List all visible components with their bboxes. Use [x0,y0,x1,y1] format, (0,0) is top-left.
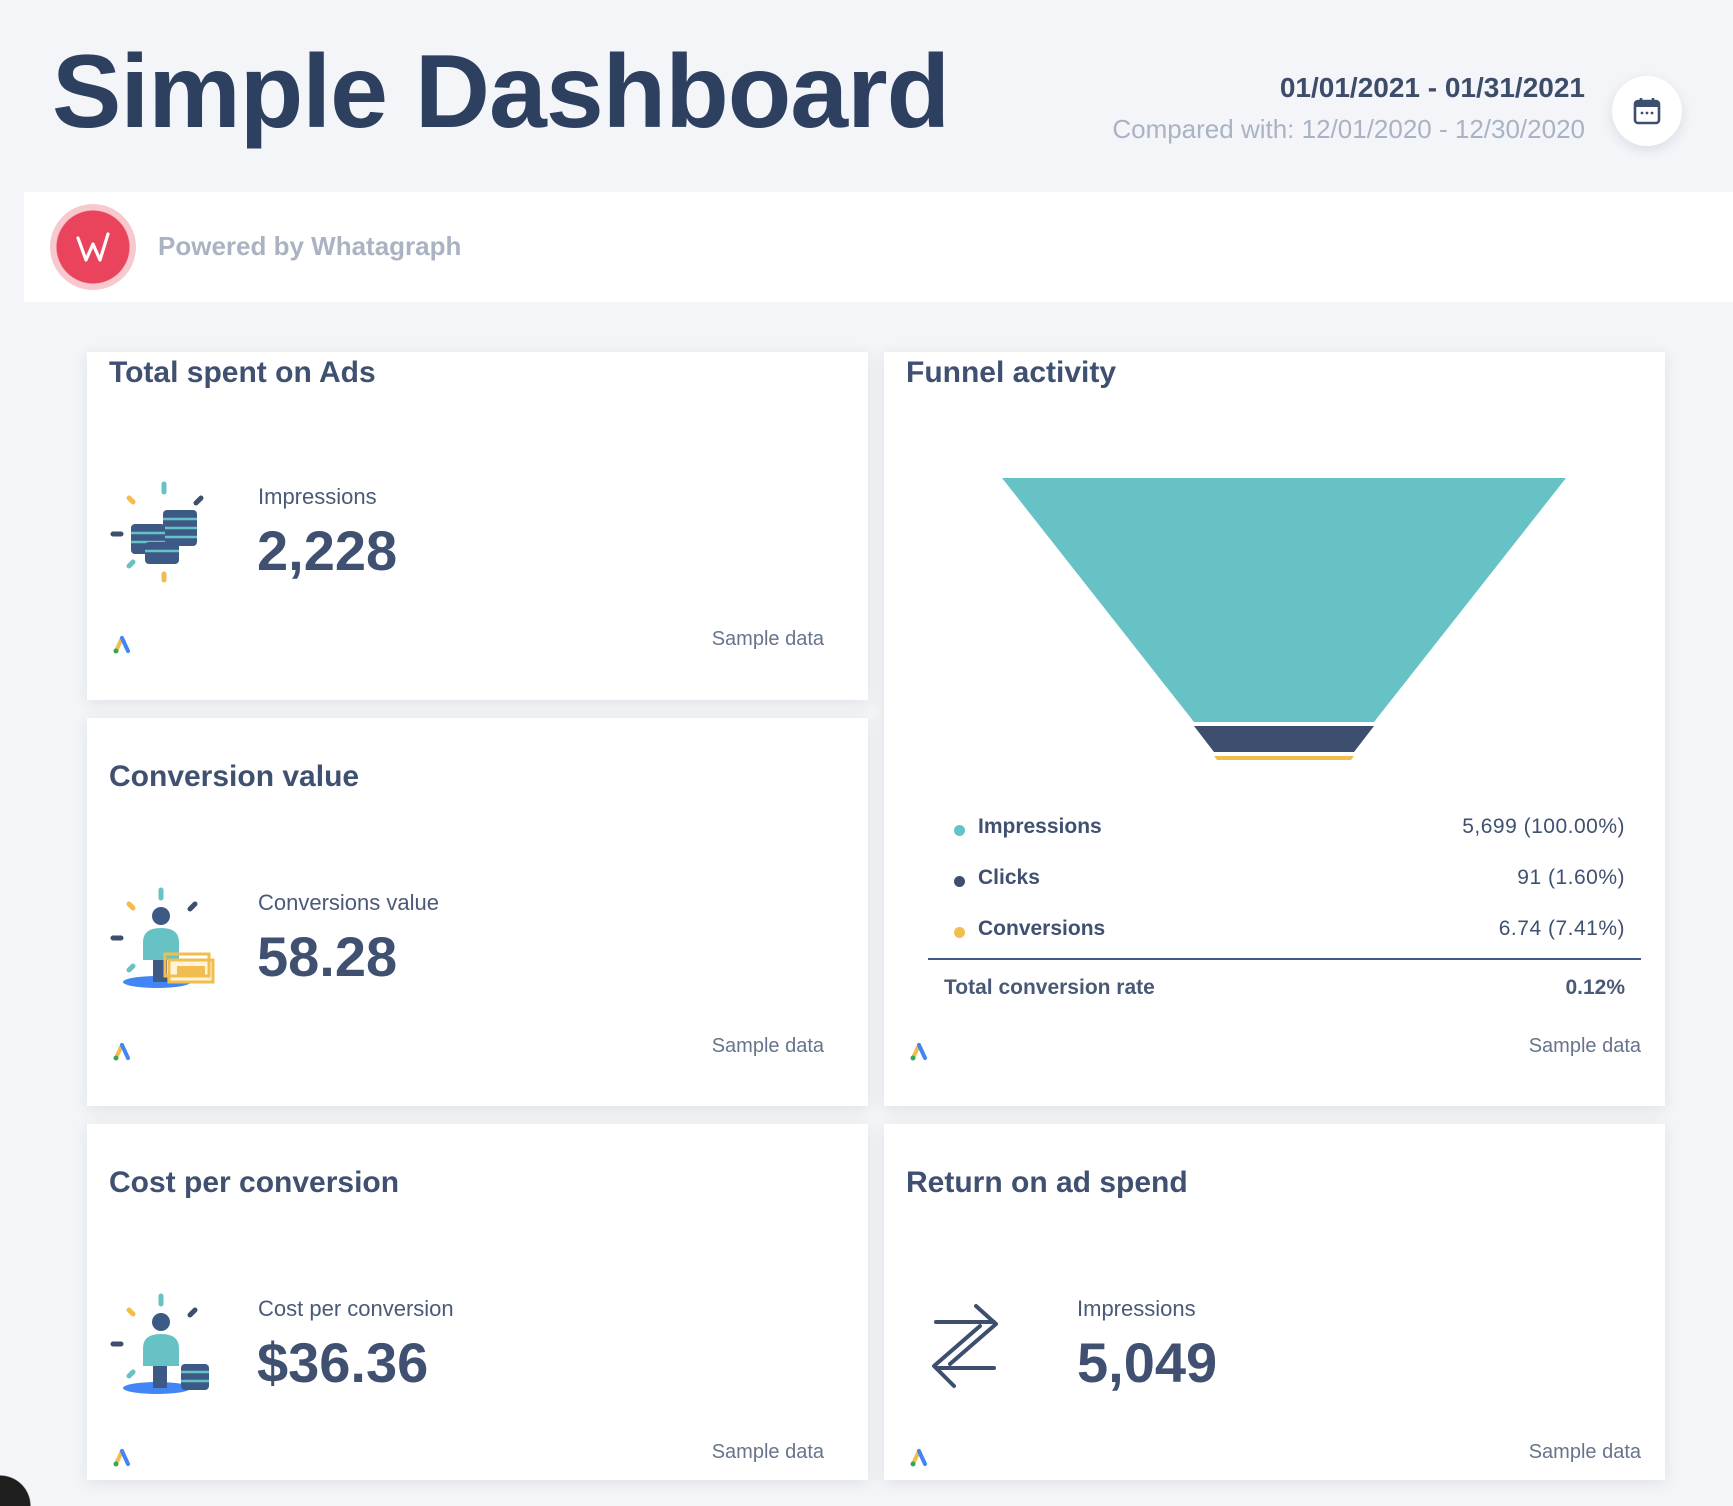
powered-by-text: Powered by Whatagraph [158,231,462,261]
google-ads-icon [113,1043,130,1061]
card-cost-per-conversion: Cost per conversion Cost per conversion … [87,1124,868,1480]
person-with-money-icon [110,887,215,988]
metric-value: $36.36 [257,1331,429,1394]
google-ads-icon [910,1449,927,1467]
legend-name: Clicks [978,866,1040,889]
legend-value: 91 (1.60%) [1517,866,1625,889]
date-range: 01/01/2021 - 01/31/2021 [1279,72,1585,103]
google-ads-icon [910,1043,927,1061]
google-ads-icon [113,636,130,654]
legend-dot [954,927,965,938]
legend-name: Conversions [978,917,1106,940]
sample-data-label: Sample data [711,628,824,650]
window-corner [0,1466,40,1506]
total-label: Total conversion rate [944,976,1155,999]
metric-label: Conversions value [258,890,439,915]
total-value: 0.12% [1565,976,1625,999]
funnel-legend-impressions[interactable]: Impressions 5,699 (100.00%) [954,815,1625,845]
funnel-stage-conversions [1214,756,1354,760]
metric-label: Impressions [258,484,377,509]
funnel-stage-impressions [1002,478,1566,722]
compare-range: Compared with: 12/01/2020 - 12/30/2020 [1112,114,1585,144]
whatagraph-logo[interactable] [50,204,136,290]
metric-label: Impressions [1077,1296,1196,1321]
coins-stack-icon [110,481,204,583]
funnel-stage-clicks [1194,726,1374,752]
metric-value: 2,228 [257,519,398,582]
sample-data-label: Sample data [1528,1035,1641,1057]
legend-dot [954,825,965,836]
google-ads-icon [113,1449,130,1467]
card-total-spent: Total spent on Ads Impressions 2,228 Sam… [87,352,868,700]
total-conversion-rate-row: Total conversion rate 0.12% [944,976,1625,1000]
card-title: Conversion value [109,760,360,793]
person-with-coins-icon [110,1293,209,1394]
metric-value: 58.28 [257,925,398,988]
legend-dot [954,876,965,887]
funnel-legend-clicks[interactable]: Clicks 91 (1.60%) [954,866,1625,896]
card-title: Return on ad spend [906,1166,1188,1199]
metric-value: 5,049 [1077,1331,1218,1394]
sample-data-label: Sample data [711,1441,824,1463]
date-range-block[interactable]: 01/01/2021 - 01/31/2021 Compared with: 1… [1112,72,1585,145]
funnel-chart [1002,478,1566,760]
legend-value: 5,699 (100.00%) [1462,815,1625,838]
legend-value: 6.74 (7.41%) [1498,917,1625,940]
card-title: Funnel activity [906,356,1117,389]
sample-data-label: Sample data [1528,1441,1641,1463]
card-title: Cost per conversion [109,1166,400,1199]
metric-label: Cost per conversion [258,1296,454,1321]
powered-by-bar: Powered by Whatagraph [24,192,1733,302]
card-title: Total spent on Ads [109,356,376,389]
card-funnel-activity: Funnel activity Impressions 5,699 (100.0… [884,352,1665,1106]
page-title: Simple Dashboard [52,34,950,150]
calendar-icon [1633,98,1661,125]
card-conversion-value: Conversion value Conversions value 58.28… [87,718,868,1106]
calendar-button[interactable] [1612,76,1682,146]
sample-data-label: Sample data [711,1035,824,1057]
card-return-on-ad-spend: Return on ad spend Impressions 5,049 Sam… [884,1124,1665,1480]
funnel-legend-conversions[interactable]: Conversions 6.74 (7.41%) [954,917,1625,947]
legend-divider [928,958,1641,960]
swap-arrows-icon [932,1304,998,1388]
legend-name: Impressions [978,815,1102,838]
